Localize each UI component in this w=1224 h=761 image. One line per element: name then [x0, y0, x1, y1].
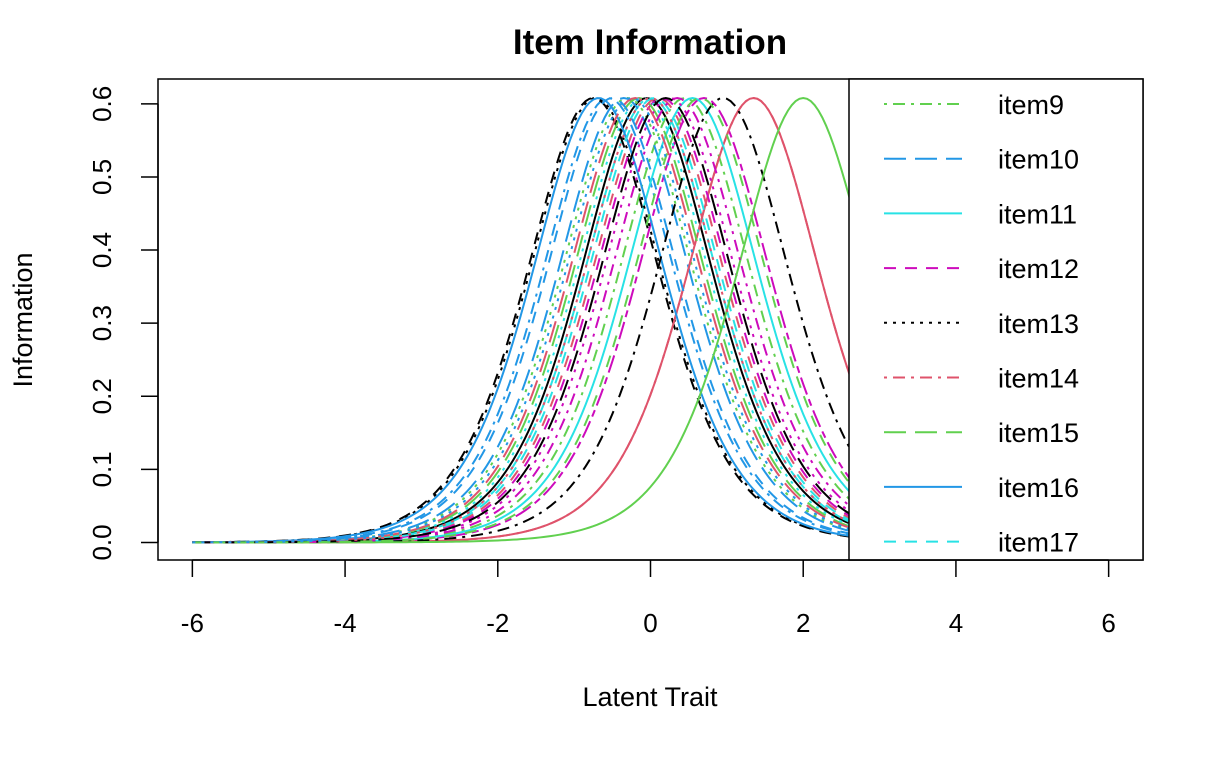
legend-label-item16: item16 — [998, 473, 1079, 503]
y-tick-label: 0.5 — [87, 159, 117, 195]
y-tick-label: 0.3 — [87, 305, 117, 341]
legend-label-item10: item10 — [998, 145, 1079, 175]
y-tick-label: 0.2 — [87, 378, 117, 414]
y-axis-label: Information — [8, 252, 38, 387]
x-tick-label: 4 — [949, 608, 963, 638]
y-axis: 0.0 0.1 0.2 0.3 0.4 0.5 0.6 — [87, 86, 159, 561]
y-tick-label: 0.4 — [87, 232, 117, 268]
legend-label-item15: item15 — [998, 418, 1079, 448]
y-tick-label: 0.0 — [87, 524, 117, 560]
chart-title: Item Information — [513, 23, 787, 62]
legend-label-item11: item11 — [998, 199, 1077, 229]
legend-label-item9: item9 — [998, 90, 1064, 120]
y-tick-label: 0.6 — [87, 86, 117, 122]
legend: item9 item10 item11 item12 item13 item14 item1… — [884, 90, 1079, 558]
x-tick-label: -4 — [334, 608, 357, 638]
x-tick-label: -2 — [486, 608, 509, 638]
legend-label-item14: item14 — [998, 364, 1079, 394]
x-axis: -6 -4 -2 0 2 4 6 — [181, 559, 1116, 638]
x-tick-label: -6 — [181, 608, 204, 638]
y-tick-label: 0.1 — [87, 451, 117, 487]
x-axis-label: Latent Trait — [582, 682, 718, 712]
x-tick-label: 6 — [1101, 608, 1115, 638]
x-tick-label: 2 — [796, 608, 810, 638]
legend-label-item13: item13 — [998, 309, 1079, 339]
legend-label-item12: item12 — [998, 254, 1079, 284]
x-tick-label: 0 — [643, 608, 657, 638]
legend-label-item17: item17 — [998, 528, 1079, 558]
